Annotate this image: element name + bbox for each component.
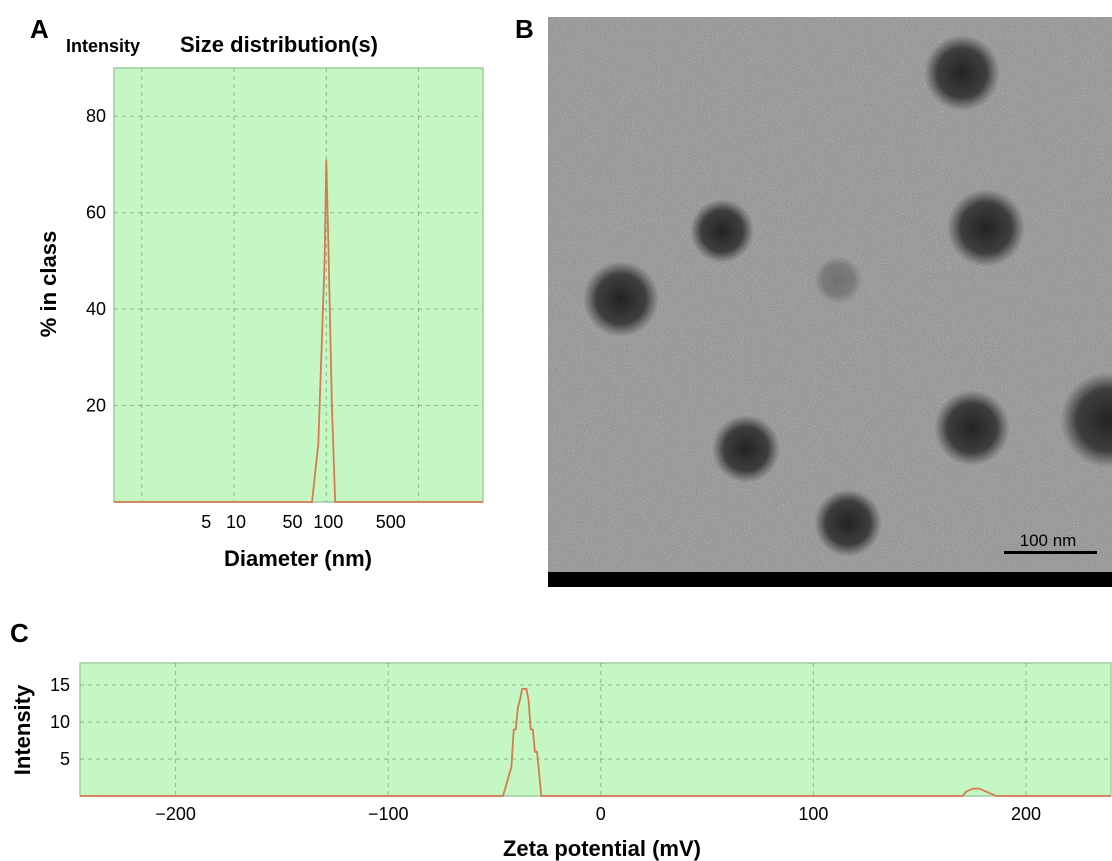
size-distribution-chart: 20 40 60 80 5 10 50 100 500 xyxy=(86,67,484,532)
nanoparticle xyxy=(583,261,659,337)
scale-bar-label: 100 nm xyxy=(1020,531,1077,550)
plot-a-ticks: 20 40 60 80 5 10 50 100 500 xyxy=(86,106,406,532)
panel-letter-c: C xyxy=(10,618,29,648)
panel-letter-b: B xyxy=(515,14,534,44)
nanoparticle xyxy=(924,35,1000,111)
panel-a-y-caption: Intensity xyxy=(66,36,140,56)
zeta-potential-chart: 5 10 15 −200 −100 0 100 200 xyxy=(50,662,1112,824)
plot-c-x-axis-label: Zeta potential (mV) xyxy=(503,836,701,861)
tem-micrograph: 100 nm xyxy=(548,17,1112,587)
plot-a-grid xyxy=(114,68,483,502)
x-tick-label: 200 xyxy=(1011,804,1041,824)
plot-c-ticks: 5 10 15 −200 −100 0 100 200 xyxy=(50,675,1041,824)
y-tick-label: 40 xyxy=(86,299,106,319)
x-tick-label: 50 xyxy=(282,512,302,532)
nanoparticle xyxy=(690,199,754,263)
x-tick-label: 100 xyxy=(798,804,828,824)
x-tick-label: 100 xyxy=(313,512,343,532)
plot-c-background xyxy=(79,662,1112,797)
nanoparticle xyxy=(712,415,780,483)
nanoparticle xyxy=(814,489,882,557)
y-tick-label: 80 xyxy=(86,106,106,126)
plot-c-grid xyxy=(80,663,1111,796)
plot-c-y-axis-label: Intensity xyxy=(10,684,35,775)
y-tick-label: 5 xyxy=(60,749,70,769)
panel-a-title: Size distribution(s) xyxy=(180,32,378,57)
plot-a-background xyxy=(113,67,484,503)
x-tick-label: 0 xyxy=(596,804,606,824)
tem-info-bar xyxy=(548,572,1112,587)
y-tick-label: 60 xyxy=(86,203,106,223)
x-tick-label: 500 xyxy=(376,512,406,532)
y-tick-label: 20 xyxy=(86,396,106,416)
panel-letter-a: A xyxy=(30,14,49,44)
nanoparticle xyxy=(947,189,1025,267)
plot-a-y-axis-label: % in class xyxy=(36,231,61,337)
y-tick-label: 10 xyxy=(50,712,70,732)
plot-a-x-axis-label: Diameter (nm) xyxy=(224,546,372,571)
size-distribution-curve xyxy=(114,159,483,503)
x-tick-label: 10 xyxy=(226,512,246,532)
nanoparticle xyxy=(814,256,862,304)
x-tick-label: 5 xyxy=(201,512,211,532)
nanoparticle xyxy=(934,390,1010,466)
x-tick-label: −100 xyxy=(368,804,409,824)
zeta-potential-curve xyxy=(80,688,1111,797)
nanoparticle xyxy=(1060,372,1112,468)
x-tick-label: −200 xyxy=(155,804,196,824)
scale-bar xyxy=(1004,551,1097,554)
y-tick-label: 15 xyxy=(50,675,70,695)
